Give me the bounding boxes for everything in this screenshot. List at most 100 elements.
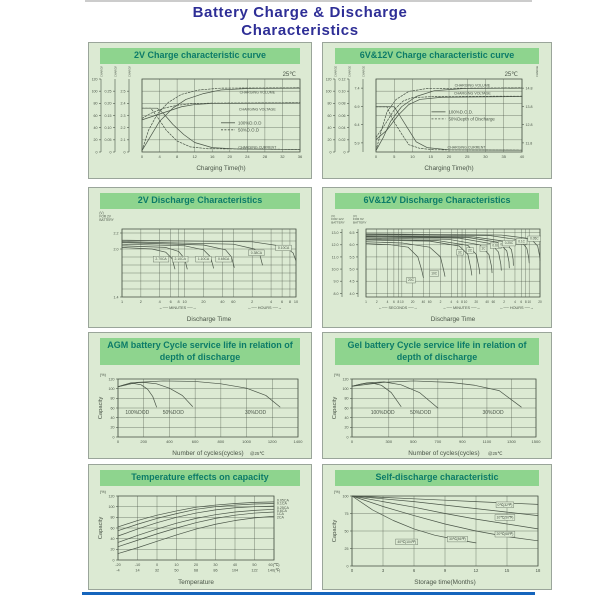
svg-text:68: 68 xyxy=(194,568,198,572)
svg-text:120: 120 xyxy=(109,494,115,498)
svg-text:8: 8 xyxy=(461,300,463,304)
svg-text:32: 32 xyxy=(280,154,285,159)
svg-text:Charging Time(h): Charging Time(h) xyxy=(424,165,473,172)
svg-text:40: 40 xyxy=(328,126,332,130)
svg-text:0℃(32℉): 0℃(32℉) xyxy=(497,502,512,506)
svg-text:Discharge Time: Discharge Time xyxy=(431,316,476,323)
svg-text:4: 4 xyxy=(270,300,272,304)
panel-6v12v-charge: 6V&12V Charge characteristic curve 0 5 10 1… xyxy=(322,42,552,179)
svg-text:6.4: 6.4 xyxy=(355,123,360,127)
svg-text:0: 0 xyxy=(351,439,354,444)
chart-agm-cycle-life: 0 200 400 600 800 1000 1200 1400 0 20 40 60 80 100 120… xyxy=(98,372,303,457)
svg-text:2.2: 2.2 xyxy=(114,231,119,235)
svg-text:4: 4 xyxy=(514,300,516,304)
svg-text:4: 4 xyxy=(159,300,161,304)
svg-text:0: 0 xyxy=(141,154,144,159)
svg-text:10: 10 xyxy=(527,300,531,304)
svg-text:50: 50 xyxy=(174,568,178,572)
panel-header-self-discharge: Self-discharge characteristic xyxy=(334,470,540,486)
svg-text:50%DOD: 50%DOD xyxy=(410,410,432,416)
svg-text:8.0: 8.0 xyxy=(334,291,339,295)
svg-text:60: 60 xyxy=(111,407,115,411)
svg-text:80: 80 xyxy=(111,397,115,401)
svg-text:80: 80 xyxy=(94,101,98,105)
svg-text:1.10CA: 1.10CA xyxy=(198,257,210,261)
svg-text:35: 35 xyxy=(502,154,507,159)
svg-text:800: 800 xyxy=(218,439,225,444)
svg-text:Temperature: Temperature xyxy=(178,579,214,586)
svg-text:40: 40 xyxy=(485,300,489,304)
svg-text:75: 75 xyxy=(345,512,349,516)
svg-text:12.0: 12.0 xyxy=(332,243,339,247)
svg-text:(%): (%) xyxy=(334,372,341,377)
svg-text:-10: -10 xyxy=(135,563,141,567)
svg-text:CHARGING VOLUME: CHARGING VOLUME xyxy=(240,90,276,94)
svg-text:500: 500 xyxy=(410,439,417,444)
svg-text:Capacity: Capacity xyxy=(332,397,338,420)
svg-text:25: 25 xyxy=(345,547,349,551)
panel-header-gel-cycle-life: Gel battery Cycle service life in relati… xyxy=(334,338,540,366)
panel-header-agm-cycle-life: AGM battery Cycle service life in relati… xyxy=(100,338,300,366)
page-title: Battery Charge & Discharge Characteristi… xyxy=(0,4,600,40)
svg-text:30: 30 xyxy=(483,154,488,159)
svg-text:20: 20 xyxy=(475,300,479,304)
svg-text:86: 86 xyxy=(213,568,217,572)
svg-text:20: 20 xyxy=(411,300,415,304)
svg-text:←── MINUTES ──→: ←── MINUTES ──→ xyxy=(159,306,197,310)
svg-text:0.6C: 0.6C xyxy=(492,243,499,247)
chart-6v12v-charge: 0 5 10 15 20 25 30 35 40 5.9 6.4 6.9 7.4 CHARGE VOLTA… xyxy=(326,66,539,172)
svg-text:0.05C: 0.05C xyxy=(530,236,539,240)
svg-text:4: 4 xyxy=(387,300,389,304)
svg-text:1500: 1500 xyxy=(532,439,542,444)
svg-text:CHARGING VOLTAGE: CHARGING VOLTAGE xyxy=(454,91,491,95)
svg-text:6.0: 6.0 xyxy=(350,243,355,247)
svg-text:140(℉): 140(℉) xyxy=(268,568,281,572)
svg-text:50%D.O.D: 50%D.O.D xyxy=(238,127,259,132)
svg-text:2: 2 xyxy=(503,300,505,304)
svg-text:6: 6 xyxy=(281,300,283,304)
svg-text:100%DOD: 100%DOD xyxy=(125,410,149,416)
svg-text:(%): (%) xyxy=(334,489,341,494)
svg-text:Capacity: Capacity xyxy=(98,397,104,420)
svg-text:6: 6 xyxy=(170,300,172,304)
svg-text:5: 5 xyxy=(393,154,396,159)
svg-text:0.05: 0.05 xyxy=(105,138,112,142)
svg-text:6.5: 6.5 xyxy=(350,231,355,235)
svg-text:0: 0 xyxy=(347,436,349,440)
svg-text:18: 18 xyxy=(536,568,541,573)
svg-text:100: 100 xyxy=(109,505,115,509)
svg-text:20: 20 xyxy=(111,426,115,430)
svg-text:7.4: 7.4 xyxy=(355,86,360,90)
svg-text:5.5: 5.5 xyxy=(350,255,355,259)
svg-text:40: 40 xyxy=(345,416,349,420)
page-title-line-1: Battery Charge & Discharge xyxy=(192,4,408,21)
svg-text:@25℃: @25℃ xyxy=(250,451,264,456)
svg-text:100%D.O.D: 100%D.O.D xyxy=(238,120,261,125)
svg-text:2.0: 2.0 xyxy=(114,247,119,251)
svg-text:0.25CA: 0.25CA xyxy=(277,505,290,509)
svg-text:0: 0 xyxy=(124,150,126,154)
svg-text:300: 300 xyxy=(385,439,392,444)
svg-text:100%DOD: 100%DOD xyxy=(371,410,395,416)
svg-text:80: 80 xyxy=(345,397,349,401)
svg-text:6: 6 xyxy=(457,300,459,304)
svg-text:←── HOURS ──→: ←── HOURS ──→ xyxy=(248,306,282,310)
chart-2v-discharge: 1 2 4 6 8 10 20 40 60 2 4 6 8 10←── MINUTES ──→ ←── HO… xyxy=(99,211,298,323)
panel-2v-discharge: 2V Discharge Characteristics 1 2 4 6 8 10 20 40… xyxy=(88,187,312,328)
svg-text:CHARGING CURRENT(CA): CHARGING CURRENT(CA) xyxy=(114,66,118,77)
svg-text:10C: 10C xyxy=(431,271,438,275)
svg-text:20: 20 xyxy=(228,154,233,159)
svg-text:←── HOURS ──→: ←── HOURS ──→ xyxy=(500,306,534,310)
svg-text:0: 0 xyxy=(344,150,346,154)
svg-text:13.0: 13.0 xyxy=(332,231,339,235)
svg-text:25℃: 25℃ xyxy=(283,72,297,78)
svg-text:100: 100 xyxy=(326,89,332,93)
svg-text:36: 36 xyxy=(298,154,303,159)
svg-text:120: 120 xyxy=(326,77,332,81)
svg-text:0.06: 0.06 xyxy=(339,114,346,118)
svg-text:1300: 1300 xyxy=(507,439,517,444)
svg-text:60: 60 xyxy=(345,407,349,411)
svg-text:1: 1 xyxy=(121,300,123,304)
